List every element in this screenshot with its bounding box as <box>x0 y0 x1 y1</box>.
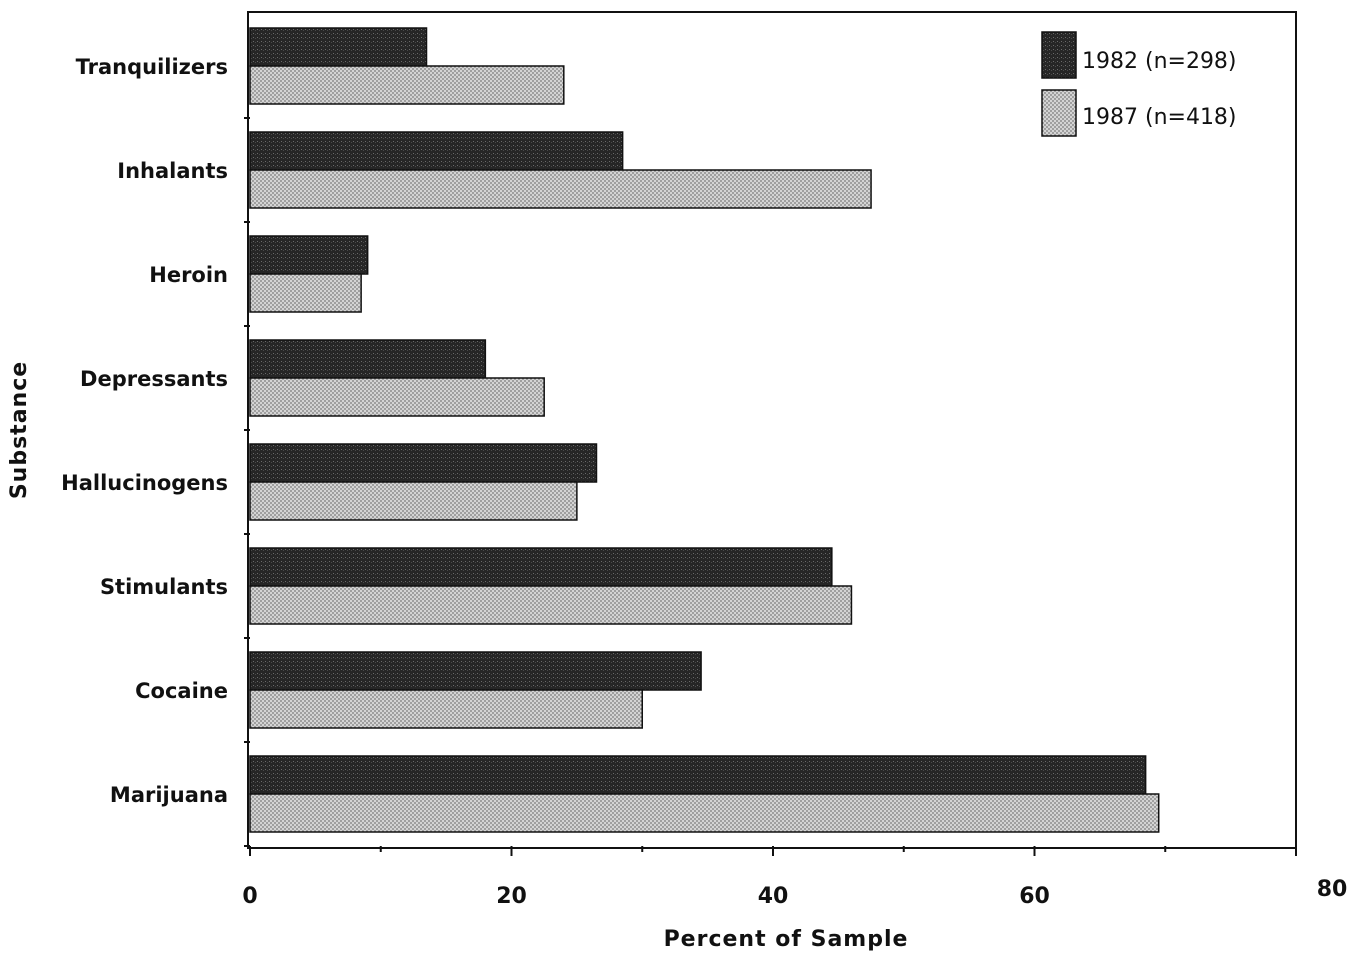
bar-heroin-1987 <box>249 273 362 313</box>
bar-hallucinogens-1987 <box>249 481 578 521</box>
category-label-inhalants: Inhalants <box>117 159 228 183</box>
bar-inhalants-1987 <box>249 169 872 209</box>
category-label-cocaine: Cocaine <box>135 679 228 703</box>
bar-depressants-1982 <box>249 339 487 379</box>
x-tick-label-0: 0 <box>242 884 257 909</box>
legend-swatch-1987 <box>1041 89 1077 137</box>
y-axis-title: Substance <box>7 361 32 499</box>
category-label-marijuana: Marijuana <box>110 783 228 807</box>
bar-inhalants-1982 <box>249 131 624 171</box>
x-tick-label-60: 60 <box>1019 884 1050 909</box>
bar-stimulants-1987 <box>249 585 853 625</box>
bar-depressants-1987 <box>249 377 545 417</box>
bar-marijuana-1982 <box>249 755 1147 795</box>
legend-swatch-1982 <box>1041 31 1077 79</box>
x-axis-ticks: 0 20 40 60 80 <box>242 846 1347 909</box>
bar-cocaine-1982 <box>249 651 702 691</box>
category-label-heroin: Heroin <box>149 263 228 287</box>
legend-label-1987: 1987 (n=418) <box>1082 105 1237 130</box>
bar-stimulants-1982 <box>249 547 833 587</box>
legend: 1982 (n=298) 1987 (n=418) <box>1041 31 1237 137</box>
category-label-tranquilizers: Tranquilizers <box>76 55 228 79</box>
bar-tranquilizers-1982 <box>249 27 428 67</box>
category-label-depressants: Depressants <box>80 367 228 391</box>
bar-marijuana-1987 <box>249 793 1160 833</box>
legend-label-1982: 1982 (n=298) <box>1082 49 1237 74</box>
bar-tranquilizers-1987 <box>249 65 565 105</box>
category-label-stimulants: Stimulants <box>100 575 228 599</box>
x-tick-label-80: 80 <box>1317 877 1348 902</box>
x-tick-label-20: 20 <box>496 884 527 909</box>
bars-layer <box>249 27 1160 833</box>
category-labels: Tranquilizers Inhalants Heroin Depressants H… <box>61 55 228 807</box>
y-axis-ticks <box>244 117 250 847</box>
x-axis-title: Percent of Sample <box>664 927 909 952</box>
x-tick-label-40: 40 <box>758 884 789 909</box>
category-label-hallucinogens: Hallucinogens <box>61 471 228 495</box>
bar-hallucinogens-1982 <box>249 443 598 483</box>
bar-cocaine-1987 <box>249 689 643 729</box>
bar-heroin-1982 <box>249 235 369 275</box>
